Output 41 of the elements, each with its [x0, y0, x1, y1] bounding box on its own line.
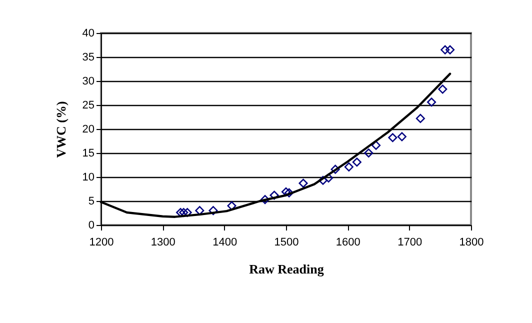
y-tick-label: 0 [88, 220, 94, 232]
y-tick-label: 25 [82, 100, 94, 112]
x-axis-title: Raw Reading [249, 262, 324, 276]
point [416, 114, 425, 123]
point [352, 158, 362, 167]
point [260, 195, 270, 204]
point [427, 98, 436, 107]
point [397, 132, 406, 142]
point [227, 201, 236, 210]
point [298, 178, 308, 188]
point [182, 208, 192, 218]
point [176, 208, 186, 218]
y-tick-label: 10 [82, 172, 94, 184]
point [388, 133, 398, 142]
point [208, 206, 218, 216]
point [372, 140, 381, 150]
x-tick-label: 1300 [150, 236, 176, 248]
x-tick-label: 1500 [274, 236, 299, 248]
point [446, 45, 455, 54]
y-tick-label: 35 [82, 52, 94, 64]
y-tick-label: 30 [82, 76, 94, 88]
y-tick-label: 20 [82, 124, 94, 136]
y-tick-label: 5 [88, 196, 94, 208]
point [281, 187, 291, 196]
x-tick-label: 1200 [89, 236, 114, 248]
point [330, 164, 340, 174]
point [344, 162, 354, 172]
point [440, 45, 450, 54]
point [438, 84, 448, 94]
x-tick-label: 1800 [459, 236, 484, 248]
point [364, 148, 374, 158]
point [179, 208, 188, 218]
point [284, 188, 294, 198]
point [270, 190, 279, 200]
y-tick-label: 15 [82, 148, 94, 160]
point [318, 176, 328, 185]
y-tick-label: 40 [82, 28, 94, 40]
x-tick-label: 1400 [212, 236, 238, 248]
x-tick-label: 1700 [398, 236, 422, 248]
x-tick-label: 1600 [336, 236, 360, 248]
y-axis-title: VWC (%) [53, 101, 68, 158]
